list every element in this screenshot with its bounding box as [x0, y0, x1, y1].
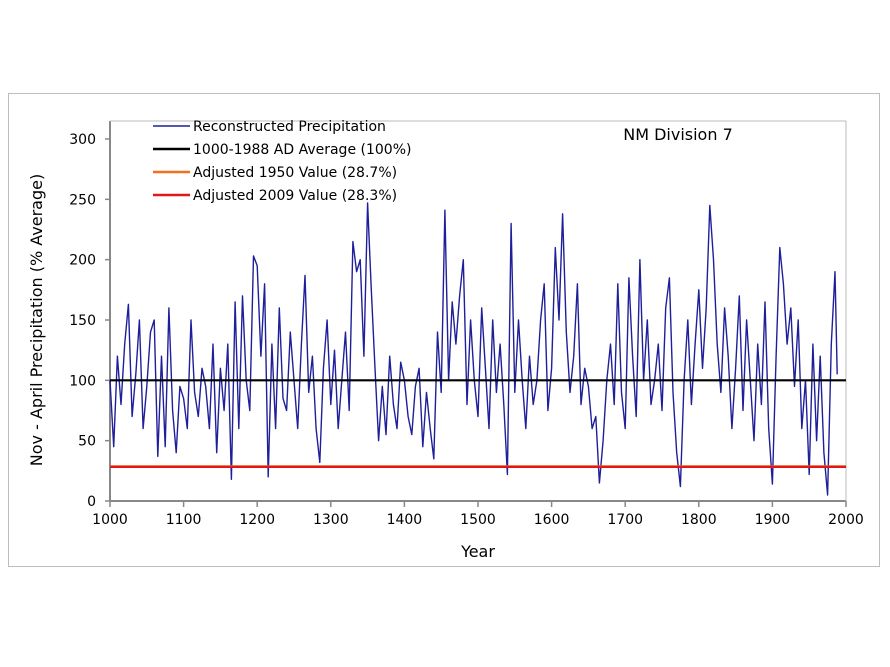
y-tick-label: 0: [87, 494, 96, 510]
legend-item-reconstructed-label: Reconstructed Precipitation: [193, 119, 386, 135]
y-tick-label: 200: [69, 253, 96, 269]
x-tick-label: 1900: [755, 512, 791, 528]
legend-item-average-label: 1000-1988 AD Average (100%): [193, 142, 411, 158]
x-axis-label: Year: [460, 542, 495, 561]
x-tick-label: 1500: [460, 512, 496, 528]
x-tick-label: 1300: [313, 512, 349, 528]
x-tick-label: 1200: [239, 512, 275, 528]
y-tick-label: 150: [69, 313, 96, 329]
legend-item-1950-label: Adjusted 1950 Value (28.7%): [193, 165, 397, 181]
x-tick-label: 2000: [828, 512, 864, 528]
chart-frame: [8, 93, 880, 567]
reconstructed-precipitation-line: [109, 202, 838, 496]
x-tick-label: 1700: [607, 512, 643, 528]
legend-item-2009-label: Adjusted 2009 Value (28.3%): [193, 188, 397, 204]
y-tick-label: 100: [69, 373, 96, 389]
x-tick-label: 1400: [387, 512, 423, 528]
x-tick-label: 1000: [92, 512, 128, 528]
x-tick-label: 1800: [681, 512, 717, 528]
y-axis-label: Nov - April Precipitation (% Average): [27, 174, 46, 466]
x-tick-label: 1600: [534, 512, 570, 528]
x-tick-label: 1100: [166, 512, 202, 528]
y-tick-label: 50: [78, 434, 96, 450]
y-tick-label: 250: [69, 192, 96, 208]
y-tick-label: 300: [69, 132, 96, 148]
legend: Reconstructed Precipitation 1000-1988 AD …: [153, 119, 411, 204]
division-annotation: NM Division 7: [623, 125, 733, 144]
